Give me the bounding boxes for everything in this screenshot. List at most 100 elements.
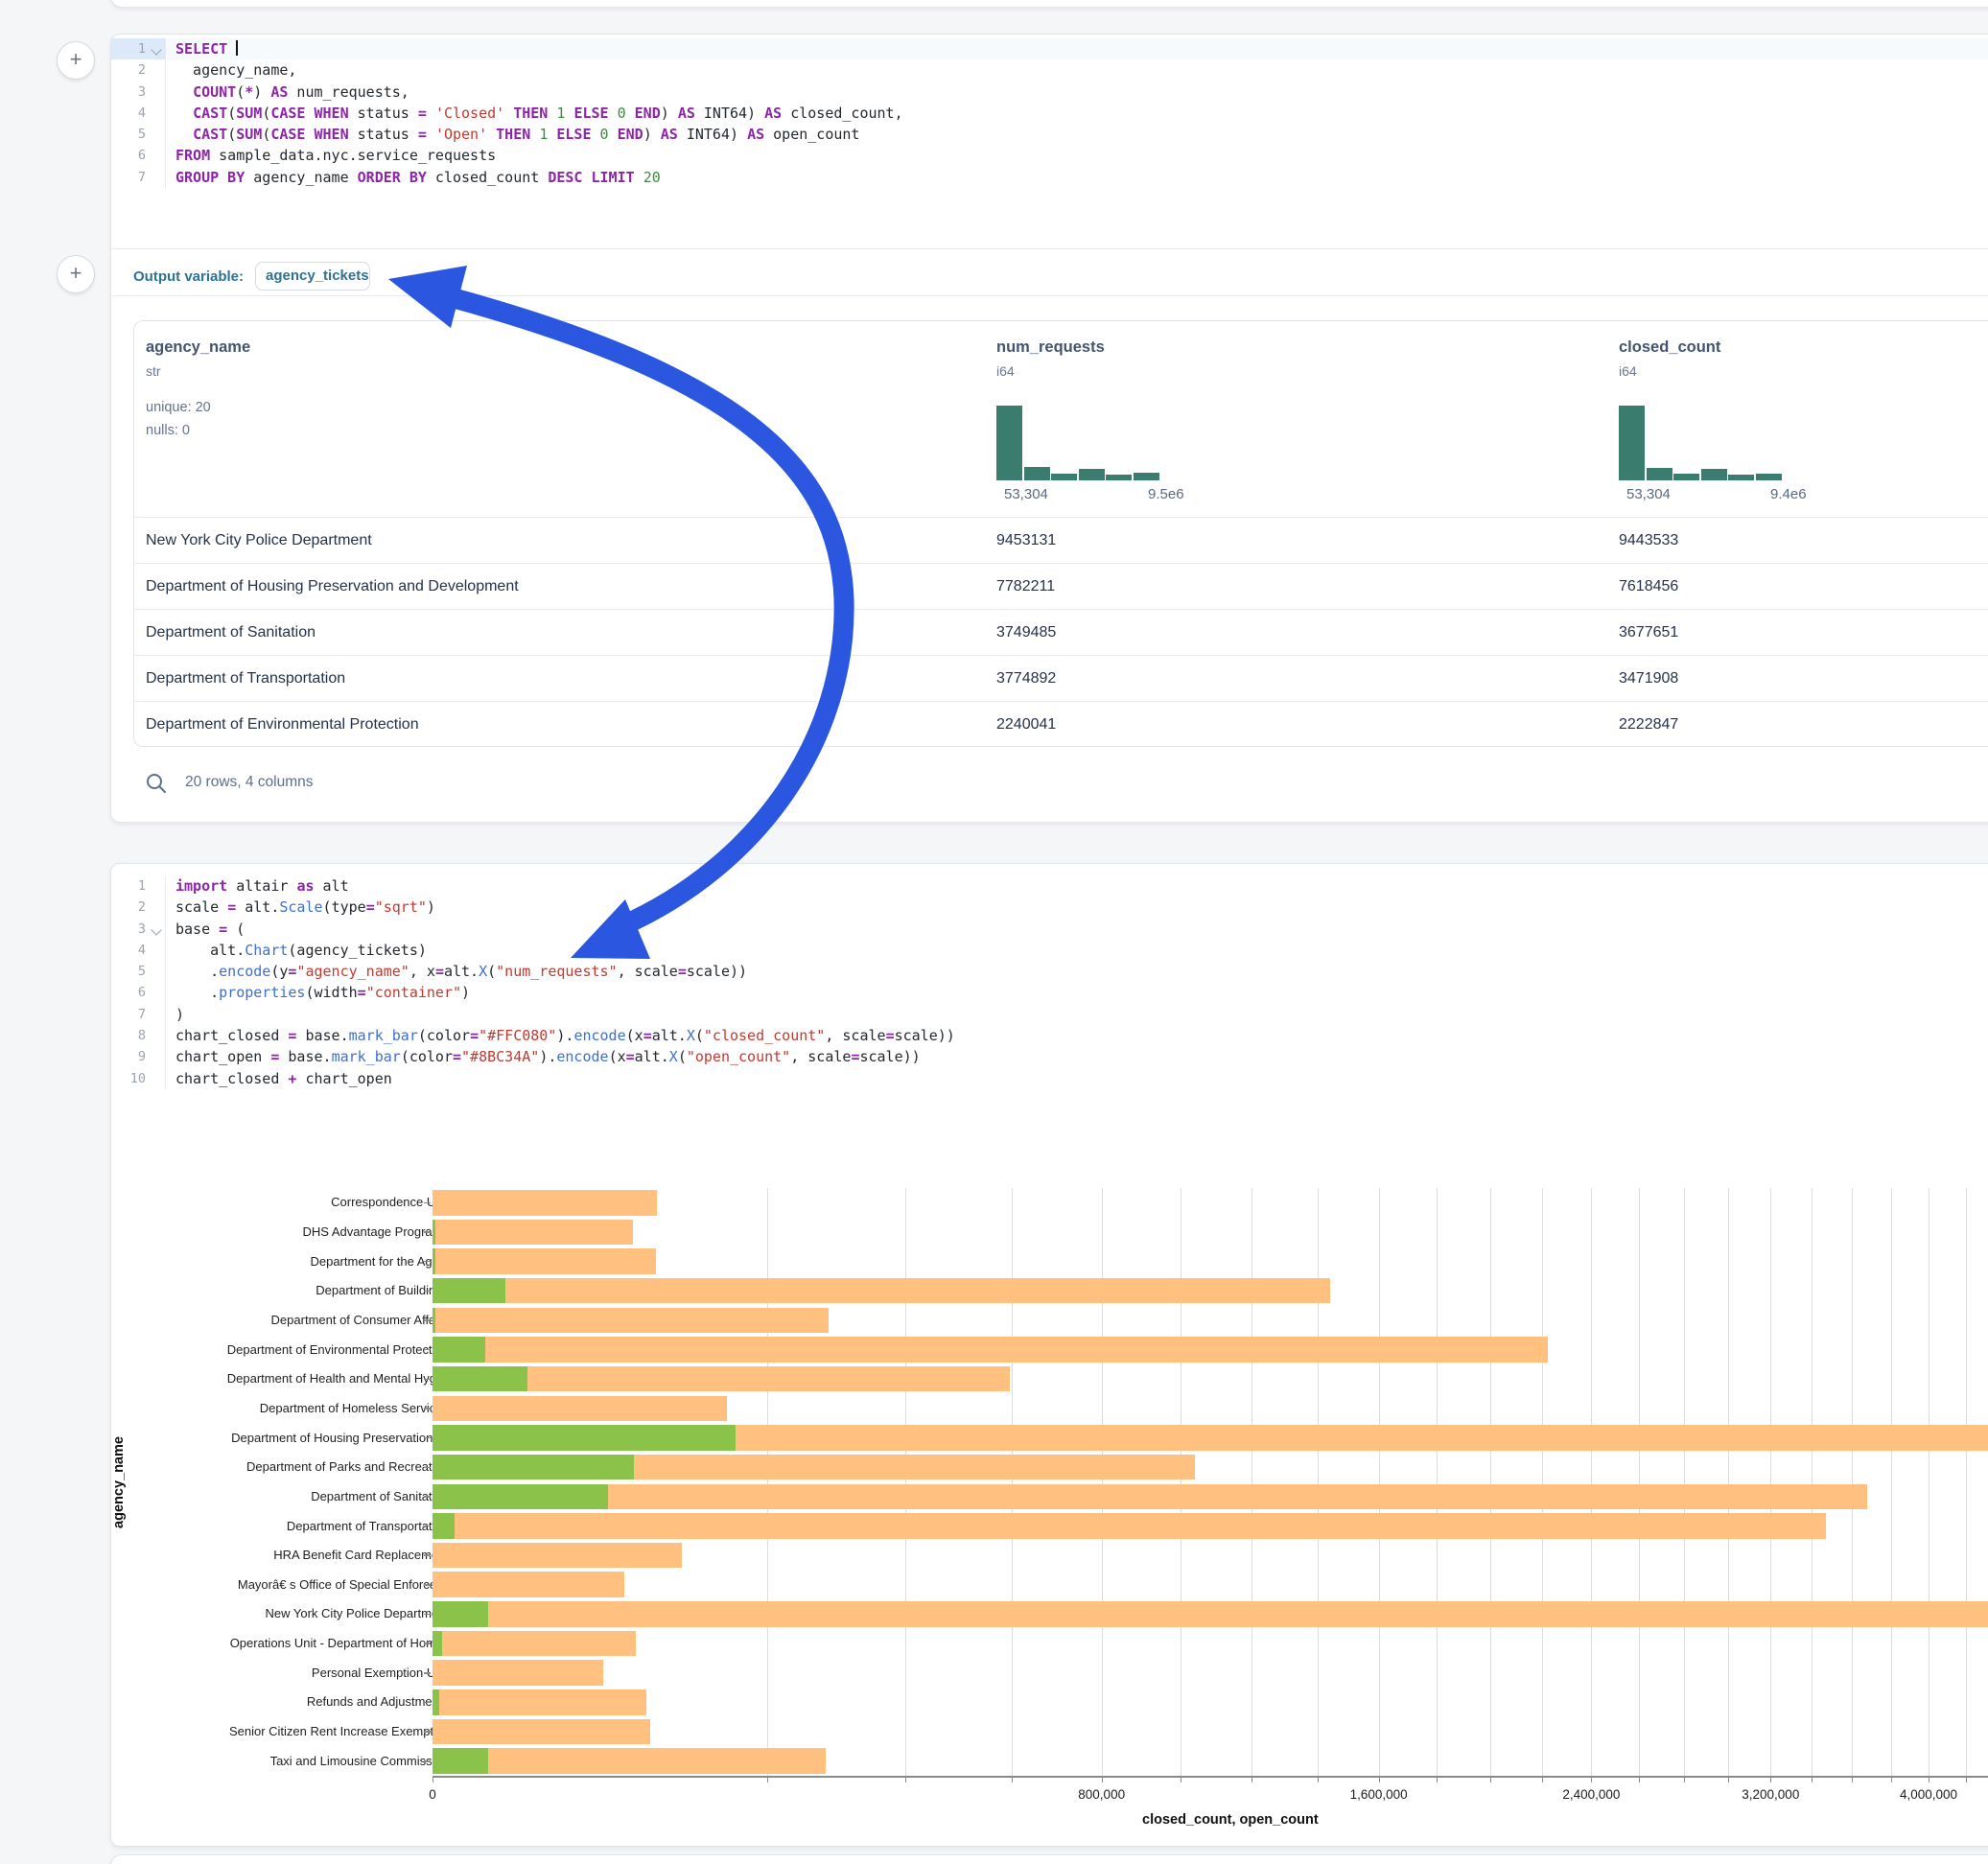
bar-open-count xyxy=(433,1365,527,1392)
column-type: i64 xyxy=(996,363,1015,379)
code-line[interactable]: 7) xyxy=(111,1003,1988,1026)
x-axis-tick xyxy=(1929,1777,1930,1782)
x-axis-tick-label: 0 xyxy=(429,1787,436,1802)
sql-code-editor[interactable]: 1 SELECT 2 agency_name, 3 COUNT(*) AS num_r… xyxy=(111,38,1988,189)
code-line[interactable]: 10 chart_closed + chart_open xyxy=(111,1067,1988,1089)
python-code-editor[interactable]: 1 import altair as alt 2 scale = alt.Scale(… xyxy=(111,875,1988,1089)
code-line[interactable]: 6 FROM sample_data.nyc.service_requests xyxy=(111,145,1988,167)
gridline xyxy=(1012,1188,1014,1776)
bar-closed-count xyxy=(433,1630,637,1657)
output-variable-chip[interactable]: agency_tickets xyxy=(255,262,370,291)
code-line[interactable]: 3 base = ( xyxy=(111,918,1988,940)
y-axis-tick xyxy=(424,1760,431,1762)
bar-closed-count xyxy=(433,1513,1827,1539)
histogram-max-label: 9.4e6 xyxy=(1770,486,1807,502)
x-axis-tick xyxy=(905,1777,907,1782)
code-text: .encode(y="agency_name", x=alt.X("num_re… xyxy=(175,963,748,981)
gridline xyxy=(1890,1188,1892,1776)
table-row: Department of Sanitation 3749485 3677651 xyxy=(134,609,1988,656)
code-text: chart_closed + chart_open xyxy=(175,1069,392,1087)
code-line[interactable]: 1 import altair as alt xyxy=(111,875,1988,897)
y-axis-tick xyxy=(424,1466,431,1468)
divider xyxy=(111,295,1988,296)
y-axis-label: Refunds and Adjustments xyxy=(306,1694,449,1710)
search-icon[interactable] xyxy=(145,772,168,795)
code-line[interactable]: 4 alt.Chart(agency_tickets) xyxy=(111,939,1988,962)
gridline xyxy=(1378,1188,1380,1776)
bar-open-count xyxy=(433,1630,442,1657)
y-axis-tick xyxy=(424,1525,431,1527)
code-line[interactable]: 5 .encode(y="agency_name", x=alt.X("num_… xyxy=(111,961,1988,983)
histogram-bar xyxy=(1728,475,1755,480)
x-axis-tick-label: 800,000 xyxy=(1078,1787,1126,1802)
code-line[interactable]: 6 .properties(width="container") xyxy=(111,982,1988,1004)
code-line[interactable]: 5 CAST(SUM(CASE WHEN status = 'Open' THE… xyxy=(111,124,1988,146)
y-axis-tick xyxy=(424,1319,431,1321)
code-line[interactable]: 1 SELECT xyxy=(111,38,1988,60)
line-number: 9 xyxy=(111,1046,166,1068)
table-cell: 3774892 xyxy=(996,670,1057,687)
previous-cell-fragment xyxy=(110,0,1988,8)
gridline xyxy=(905,1188,907,1776)
line-number: 3 xyxy=(111,918,166,940)
y-axis-tick xyxy=(424,1348,431,1351)
table-cell: 9453131 xyxy=(996,532,1057,548)
histogram-bar xyxy=(1700,469,1727,480)
chevron-down-icon[interactable] xyxy=(151,44,162,56)
bar-open-count xyxy=(433,1689,439,1715)
y-axis-tick xyxy=(424,1584,431,1586)
table-cell: Department of Housing Preservation and D… xyxy=(146,578,519,594)
code-text: chart_open = base.mark_bar(color="#8BC34… xyxy=(175,1048,921,1066)
y-axis-label: Department of Buildings xyxy=(316,1283,449,1298)
add-cell-button-middle[interactable]: + xyxy=(57,255,95,293)
table-cell: 3677651 xyxy=(1619,624,1679,641)
code-line[interactable]: 9 chart_open = base.mark_bar(color="#8BC3… xyxy=(111,1046,1988,1068)
python-cell-card: 1 import altair as alt 2 scale = alt.Scale(… xyxy=(110,863,1988,1847)
gridline xyxy=(1684,1188,1686,1776)
column-name: num_requests xyxy=(996,338,1105,356)
code-line[interactable]: 2 scale = alt.Scale(type="sqrt") xyxy=(111,897,1988,919)
output-variable-label: Output variable: xyxy=(133,268,245,285)
table-cell: 2240041 xyxy=(996,716,1057,733)
bar-closed-count xyxy=(433,1660,603,1686)
line-number: 6 xyxy=(111,145,166,167)
y-axis-label: Mayorâ€ s Office of Special Enforce… xyxy=(237,1576,449,1592)
add-cell-button-top[interactable]: + xyxy=(57,41,95,80)
code-text: FROM sample_data.nyc.service_requests xyxy=(175,147,497,165)
column-type: str xyxy=(146,363,161,379)
table-cell: 9443533 xyxy=(1619,532,1679,548)
chevron-down-icon[interactable] xyxy=(151,923,162,936)
code-text: COUNT(*) AS num_requests, xyxy=(193,82,409,101)
bar-closed-count xyxy=(433,1572,625,1597)
y-axis-label: New York City Police Department xyxy=(265,1606,449,1621)
code-line[interactable]: 3 COUNT(*) AS num_requests, xyxy=(111,81,1988,103)
bar-open-count xyxy=(433,1337,486,1363)
x-axis-title: closed_count, open_count xyxy=(1142,1812,1319,1828)
y-axis-label: Department of Environmental Protection xyxy=(226,1341,449,1357)
table-cell: New York City Police Department xyxy=(146,532,372,548)
table-row: Department of Transportation 3774892 34719… xyxy=(134,655,1988,702)
y-axis-label: Department of Housing Preservation … xyxy=(231,1430,449,1445)
x-axis-tick xyxy=(1490,1777,1492,1782)
code-line[interactable]: 2 agency_name, xyxy=(111,59,1988,82)
bar-closed-count xyxy=(433,1219,634,1246)
x-axis-tick-label: 2,400,000 xyxy=(1562,1787,1621,1802)
bar-open-count xyxy=(433,1425,736,1451)
x-axis-tick xyxy=(1965,1777,1967,1782)
bar-open-count xyxy=(433,1513,456,1539)
gridline xyxy=(1770,1188,1772,1776)
y-axis-label: Department of Consumer Affairs xyxy=(270,1312,449,1327)
bar-open-count xyxy=(433,1277,505,1304)
code-line[interactable]: 7 GROUP BY agency_name ORDER BY closed_co… xyxy=(111,166,1988,189)
code-line[interactable]: 4 CAST(SUM(CASE WHEN status = 'Closed' T… xyxy=(111,102,1988,125)
gridline xyxy=(1490,1188,1492,1776)
gridline xyxy=(1728,1188,1729,1776)
y-axis-label: Senior Citizen Rent Increase Exempti… xyxy=(228,1724,449,1738)
column-type: i64 xyxy=(1619,363,1637,379)
y-axis-tick xyxy=(424,1554,431,1556)
histogram-bar xyxy=(1756,474,1782,480)
code-line[interactable]: 8 chart_closed = base.mark_bar(color="#FF… xyxy=(111,1025,1988,1047)
column-nulls-count: nulls: 0 xyxy=(146,423,190,438)
bar-open-count xyxy=(433,1601,488,1627)
